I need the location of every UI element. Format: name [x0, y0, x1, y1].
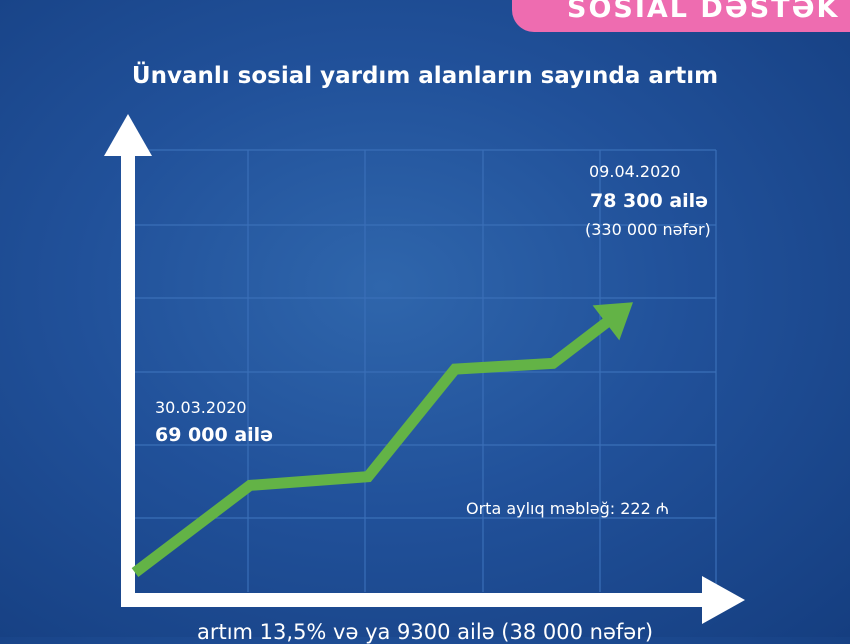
end-people-label: (330 000 nəfər) — [585, 220, 711, 239]
end-date-label: 09.04.2020 — [589, 162, 681, 181]
x-axis-arrowhead — [702, 576, 745, 624]
chart-grid — [135, 150, 716, 592]
end-value-label: 78 300 ailə — [590, 190, 708, 212]
growth-summary: artım 13,5% və ya 9300 ailə (38 000 nəfə… — [0, 620, 850, 644]
y-axis-arrowhead — [104, 114, 152, 156]
growth-line — [135, 321, 609, 573]
start-date-label: 30.03.2020 — [155, 398, 247, 417]
start-value-label: 69 000 ailə — [155, 424, 273, 446]
average-amount-label: Orta aylıq məbləğ: 222 ₼ — [466, 497, 669, 519]
